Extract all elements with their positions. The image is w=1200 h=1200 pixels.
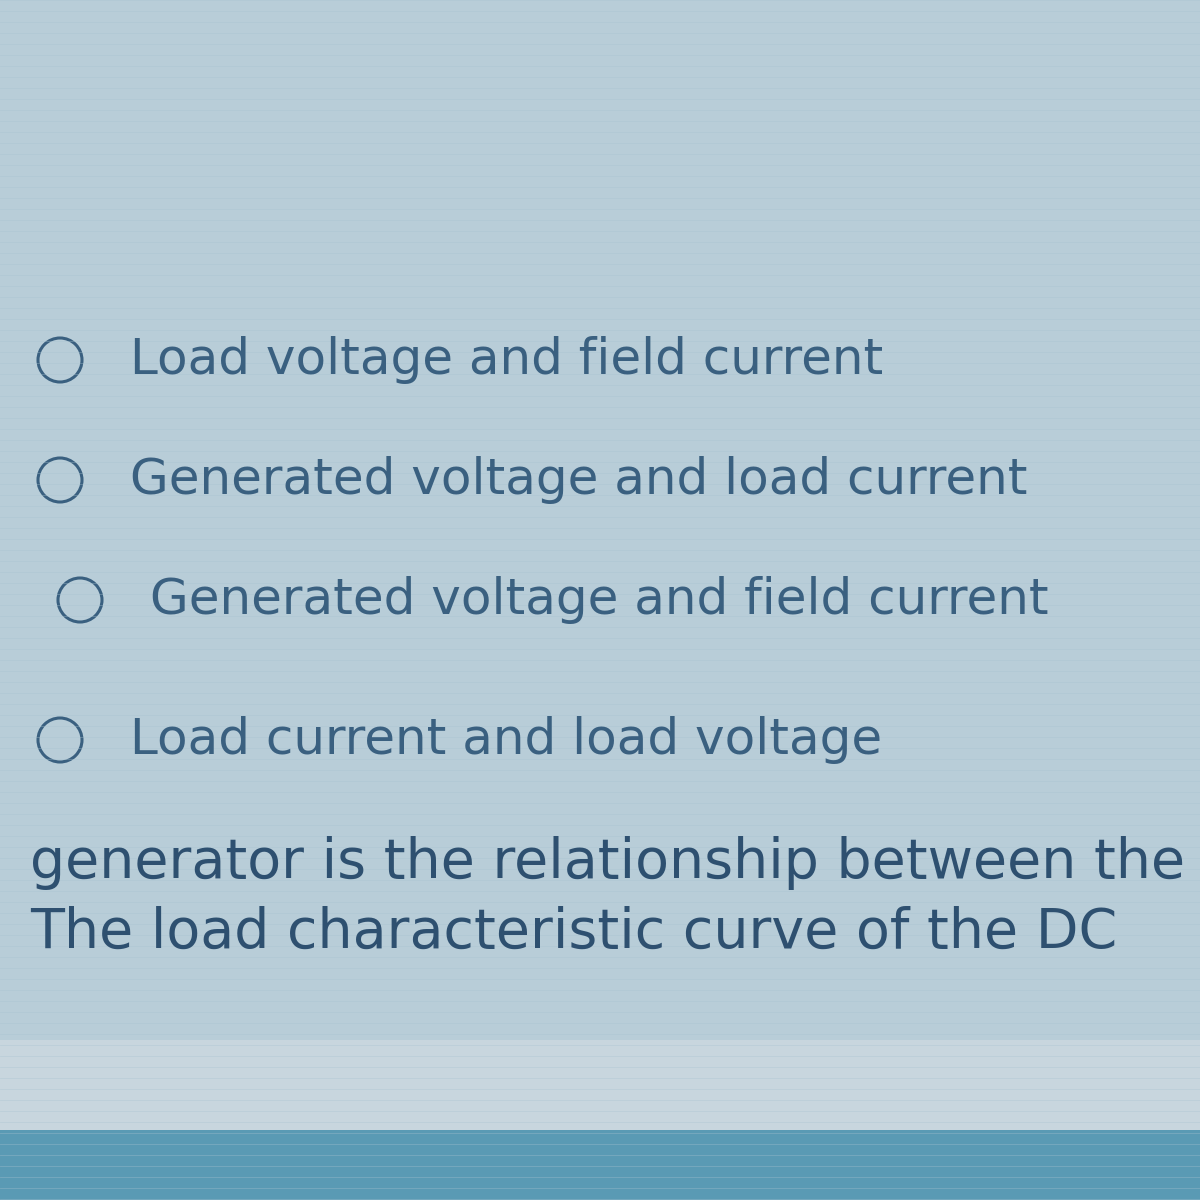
Text: Load current and load voltage: Load current and load voltage [130,716,882,764]
Text: Generated voltage and load current: Generated voltage and load current [130,456,1027,504]
Bar [0,1040,1200,1130]
Text: Generated voltage and field current: Generated voltage and field current [150,576,1049,624]
Bar [0,1130,1200,1200]
Text: The load characteristic curve of the DC: The load characteristic curve of the DC [30,906,1117,960]
Text: Load voltage and field current: Load voltage and field current [130,336,883,384]
Text: generator is the relationship between the: generator is the relationship between th… [30,836,1186,890]
